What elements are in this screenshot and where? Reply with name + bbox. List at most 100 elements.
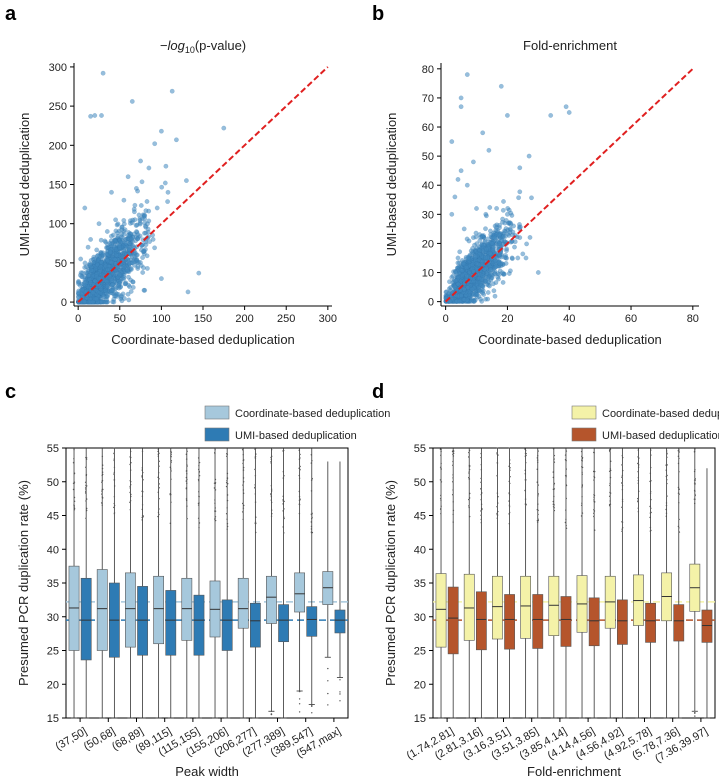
outlier-point — [609, 482, 611, 485]
outlier-point — [113, 459, 115, 462]
outlier-point — [481, 507, 483, 510]
outlier-point — [524, 498, 527, 500]
outlier-point — [581, 485, 584, 487]
x-axis-label: Coordinate-based deduplication — [478, 332, 662, 347]
scatter-point — [493, 280, 499, 285]
outlier-point — [142, 515, 144, 518]
outlier-point — [622, 469, 624, 472]
y-tick-label: 25 — [47, 646, 59, 658]
scatter-point — [125, 174, 131, 180]
outlier-point — [310, 521, 313, 523]
outlier-point — [694, 712, 696, 714]
outlier-point — [113, 496, 116, 498]
outlier-point — [270, 493, 272, 495]
outlier-point — [480, 469, 483, 471]
identity-diagonal-line — [444, 68, 694, 303]
y-tick-label: 300 — [49, 62, 67, 74]
outlier-point — [637, 471, 639, 473]
outlier-point — [242, 518, 244, 521]
iqr-box — [520, 575, 531, 639]
outlier-point — [440, 505, 442, 507]
scatter-point — [145, 226, 151, 232]
y-axis-label: Presumed PCR duplication rate (%) — [383, 480, 398, 686]
outlier-point — [480, 452, 482, 455]
y-axis-label: UMI-based deduplication — [384, 113, 399, 257]
outlier-point — [508, 465, 510, 467]
y-tick-label: 0 — [428, 297, 434, 309]
outlier-point — [665, 464, 667, 467]
outlier-point — [255, 516, 257, 518]
outlier-point — [129, 509, 131, 511]
scatter-point — [446, 290, 452, 296]
outlier-point — [665, 502, 668, 504]
outlier-point — [270, 461, 272, 463]
outlier-point — [186, 482, 188, 484]
outlier-point — [666, 456, 668, 458]
scatter-point — [108, 288, 114, 293]
outlier-point — [608, 505, 611, 507]
scatter-point — [92, 113, 98, 118]
scatter-point — [501, 233, 507, 239]
outlier-point — [186, 464, 188, 466]
scatter-point — [511, 223, 516, 229]
outlier-point — [186, 505, 188, 507]
outlier-point — [452, 455, 455, 457]
scatter-point — [221, 125, 227, 131]
outlier-point — [525, 454, 527, 457]
scatter-point — [146, 165, 152, 171]
scatter-point — [104, 229, 110, 234]
scatter-point — [478, 234, 483, 240]
outlier-point — [298, 467, 300, 469]
outlier-point — [226, 528, 228, 530]
outlier-point — [565, 509, 567, 511]
outlier-point — [130, 456, 132, 459]
iqr-box — [532, 594, 544, 649]
y-tick-label: 250 — [49, 101, 67, 113]
outlier-point — [113, 458, 115, 460]
outlier-point — [480, 522, 482, 524]
scatter-point — [464, 72, 470, 78]
scatter-point — [78, 256, 84, 262]
outlier-point — [214, 452, 216, 455]
outlier-point — [452, 460, 454, 463]
outlier-point — [637, 500, 639, 502]
outlier-point — [638, 464, 640, 466]
scatter-point — [93, 296, 99, 302]
outlier-point — [536, 521, 539, 523]
outlier-point — [141, 450, 144, 452]
outlier-point — [254, 448, 257, 450]
identity-diagonal-line — [77, 66, 329, 303]
y-tick-label: 60 — [422, 122, 434, 134]
outlier-point — [282, 510, 284, 512]
outlier-point — [508, 511, 511, 514]
outlier-point — [565, 518, 567, 520]
outlier-point — [85, 489, 87, 491]
outlier-point — [621, 500, 624, 503]
scatter-point — [88, 267, 94, 273]
iqr-box — [504, 594, 515, 650]
legend-label-coordinate: Coordinate-based deduplication — [602, 408, 719, 420]
legend-label-coordinate: Coordinate-based deduplication — [235, 408, 390, 420]
y-tick-label: 40 — [414, 544, 426, 556]
outlier-point — [73, 458, 75, 460]
outlier-point — [72, 462, 75, 464]
iqr-box — [548, 575, 560, 636]
scatter-point — [129, 260, 135, 266]
scatter-point — [517, 165, 523, 171]
outlier-point — [226, 480, 228, 482]
scatter-point — [466, 238, 472, 244]
outlier-point — [593, 512, 595, 514]
scatter-points — [443, 72, 572, 304]
outlier-point — [214, 502, 216, 504]
outlier-point — [609, 484, 611, 487]
outlier-point — [565, 527, 568, 529]
scatter-point — [466, 255, 471, 261]
outlier-point — [72, 482, 75, 484]
outlier-point — [85, 456, 87, 459]
scatter-point — [131, 206, 137, 212]
scatter-point — [143, 242, 149, 248]
scatter-point — [112, 256, 118, 262]
outlier-point — [339, 691, 341, 693]
scatter-point — [489, 240, 495, 246]
y-axis-label: Presumed PCR duplication rate (%) — [16, 480, 31, 686]
